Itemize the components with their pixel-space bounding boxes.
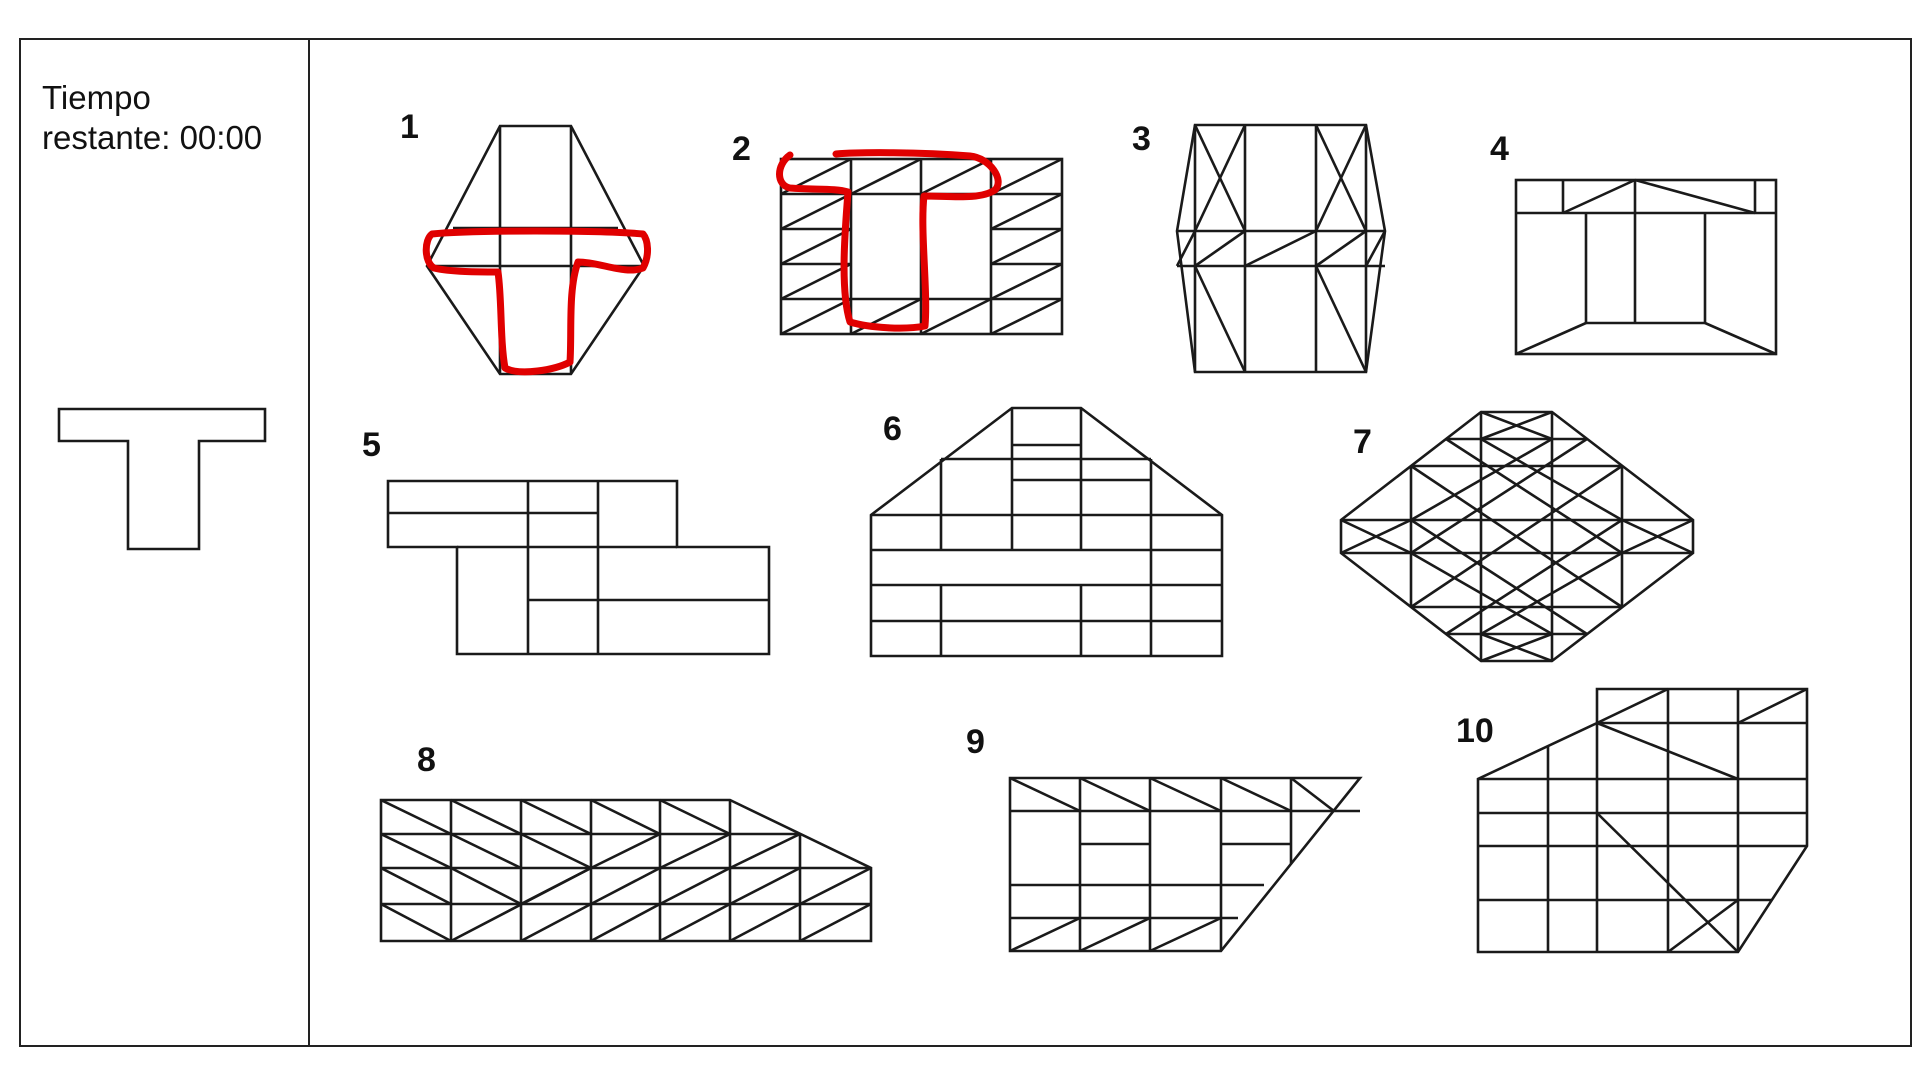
figure-7[interactable]: 7 xyxy=(1339,410,1695,663)
figure-5[interactable]: 5 xyxy=(362,426,771,656)
game-frame xyxy=(19,38,1912,1047)
figure-10-number: 10 xyxy=(1456,712,1494,750)
figure-6-number: 6 xyxy=(883,410,902,448)
figure-6[interactable]: 6 xyxy=(869,406,1224,658)
timer-value: restante: 00:00 xyxy=(42,119,263,156)
figure-5-number: 5 xyxy=(362,426,381,464)
target-t-outline xyxy=(57,407,267,551)
figure-2[interactable]: 2 xyxy=(732,130,1064,336)
figure-4-outline xyxy=(1514,178,1778,356)
figure-4[interactable]: 4 xyxy=(1490,130,1778,356)
figure-10[interactable]: 10 xyxy=(1456,687,1809,954)
figure-4-number: 4 xyxy=(1490,130,1509,168)
figure-2-number: 2 xyxy=(732,130,751,168)
timer-label: Tiempo xyxy=(42,79,151,116)
figure-9-number: 9 xyxy=(966,723,985,761)
figure-1-red-mark xyxy=(422,227,651,376)
figure-7-number: 7 xyxy=(1353,423,1372,461)
figure-3-number: 3 xyxy=(1132,120,1151,158)
figure-1-outline xyxy=(425,124,646,376)
figure-1[interactable]: 1 xyxy=(400,108,651,376)
target-t-shape xyxy=(57,407,267,551)
figure-5-outline xyxy=(386,479,771,656)
figure-3[interactable]: 3 xyxy=(1132,120,1387,374)
figure-8-outline xyxy=(379,798,873,943)
figure-6-outline xyxy=(869,406,1224,658)
figure-9-outline xyxy=(1008,776,1363,953)
figure-2-red-mark xyxy=(776,149,1002,332)
figure-1-number: 1 xyxy=(400,108,419,146)
figure-9[interactable]: 9 xyxy=(966,723,1363,953)
timer-text: Tiempo restante: 00:00 xyxy=(42,78,302,158)
figure-8[interactable]: 8 xyxy=(379,741,873,943)
left-panel xyxy=(19,38,310,1047)
figure-3-outline xyxy=(1175,123,1387,374)
figure-7-outline xyxy=(1339,410,1695,663)
figure-10-outline xyxy=(1476,687,1809,954)
figure-8-number: 8 xyxy=(417,741,436,779)
